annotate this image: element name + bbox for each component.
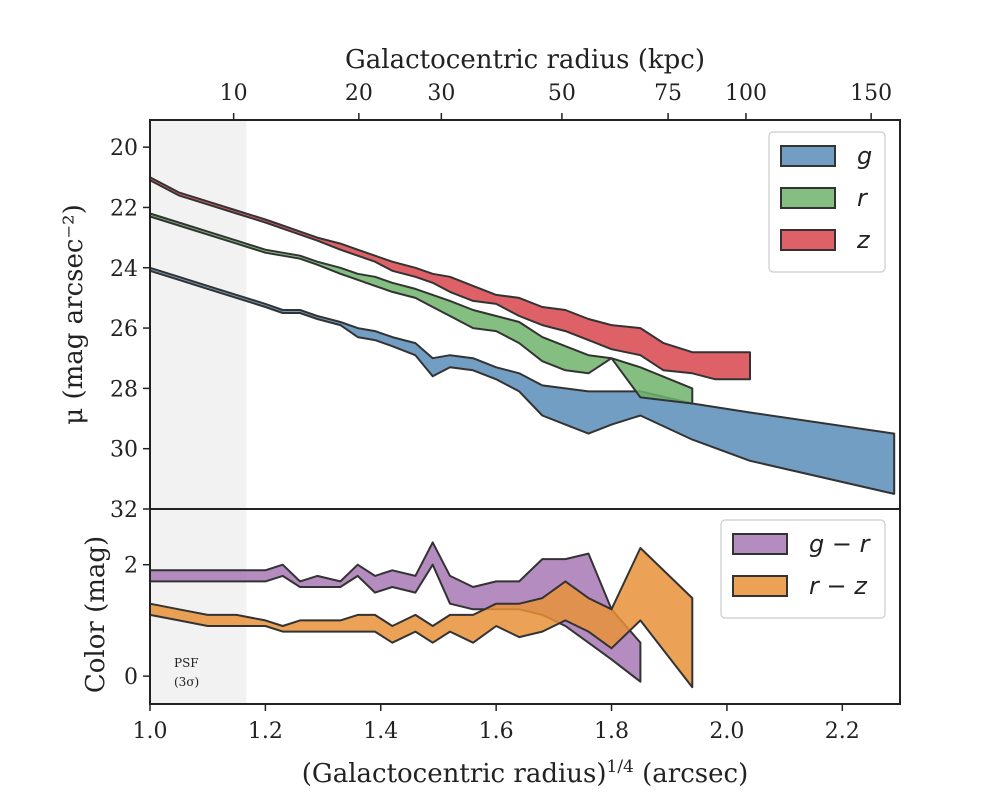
- legend-swatch: [732, 575, 788, 597]
- kpc-tick-label: 50: [548, 81, 576, 106]
- kpc-tick-label: 75: [654, 81, 682, 106]
- legend-swatch: [780, 145, 836, 167]
- legend-swatch: [732, 533, 788, 555]
- kpc-tick-label: 100: [725, 81, 767, 106]
- bottom-x-ticks: 1.0 1.2 1.4 1.6 1.8 2.0 2.2: [133, 704, 860, 744]
- bottom-y-ticks: 02: [124, 554, 150, 690]
- color-series-2-band: [149, 547, 694, 689]
- top-y-axis-label: μ (mag arcsec⁻²): [59, 204, 89, 424]
- top-y-tick-label: 26: [110, 317, 138, 342]
- top-series-1-band: [149, 266, 896, 495]
- legend-label: z: [856, 226, 871, 254]
- top-y-tick-label: 22: [110, 196, 138, 221]
- top-y-tick-label: 30: [110, 438, 138, 463]
- top-y-tick-label: 28: [110, 377, 138, 402]
- x-tick-label: 2.2: [825, 719, 860, 744]
- legend-label: r: [857, 184, 869, 212]
- top-series-2-band: [149, 212, 694, 405]
- x-axis-label-sup: 1/4: [607, 757, 634, 777]
- kpc-tick-label: 30: [427, 81, 455, 106]
- x-axis-label: (Galactocentric radius)1/4 (arcsec): [302, 757, 748, 789]
- x-axis-label-unit: (arcsec): [634, 759, 748, 789]
- legend-label: r − z: [809, 572, 868, 600]
- top-y-tick-label: 24: [110, 257, 138, 282]
- top-axis-label: Galactocentric radius (kpc): [345, 45, 705, 75]
- x-tick-label: 2.0: [709, 719, 744, 744]
- x-tick-label: 1.0: [133, 719, 168, 744]
- kpc-tick-label: 20: [345, 81, 373, 106]
- color-legend: g − r r − z: [720, 519, 886, 619]
- psf-sigma-label: (3σ): [174, 675, 199, 689]
- kpc-tick-label: 10: [220, 81, 248, 106]
- legend-swatch: [780, 187, 836, 209]
- x-tick-label: 1.4: [363, 719, 398, 744]
- band-legend: grz: [768, 131, 886, 273]
- top-y-tick-label: 32: [110, 498, 138, 523]
- surface-brightness-panel: 20 22 24 26 28 30 32 10 20 30 50 75 100 150 grz Gala…: [59, 45, 901, 523]
- top-kpc-ticks: 10 20 30 50 75 100 150: [220, 81, 892, 120]
- x-axis-label-main: (Galactocentric radius): [302, 759, 607, 789]
- top-y-ticks: 20 22 24 26 28 30 32: [110, 136, 150, 523]
- kpc-tick-label: 150: [850, 81, 892, 106]
- band-series-group: [149, 176, 896, 495]
- bottom-plot-frame: [149, 508, 901, 705]
- psf-shaded-region: [150, 120, 247, 509]
- color-y-tick-label: 0: [124, 665, 138, 690]
- color-y-tick-label: 2: [124, 554, 138, 579]
- color-series-1-band: [149, 541, 642, 683]
- color-panel: 02 1.0 1.2 1.4 1.6 1.8 2.0 2.2 g − rr − z PSF …: [81, 508, 901, 789]
- color-series-group: [149, 541, 694, 689]
- top-series-3-band: [149, 176, 751, 381]
- legend-label: g: [857, 142, 872, 170]
- psf-label: PSF: [174, 656, 199, 670]
- legend-label: g − r: [809, 530, 872, 558]
- top-y-tick-label: 20: [110, 136, 138, 161]
- x-tick-label: 1.2: [248, 719, 283, 744]
- x-tick-label: 1.8: [594, 719, 629, 744]
- bottom-y-axis-label: Color (mag): [81, 536, 111, 693]
- legend-swatch: [780, 229, 836, 251]
- x-tick-label: 1.6: [479, 719, 514, 744]
